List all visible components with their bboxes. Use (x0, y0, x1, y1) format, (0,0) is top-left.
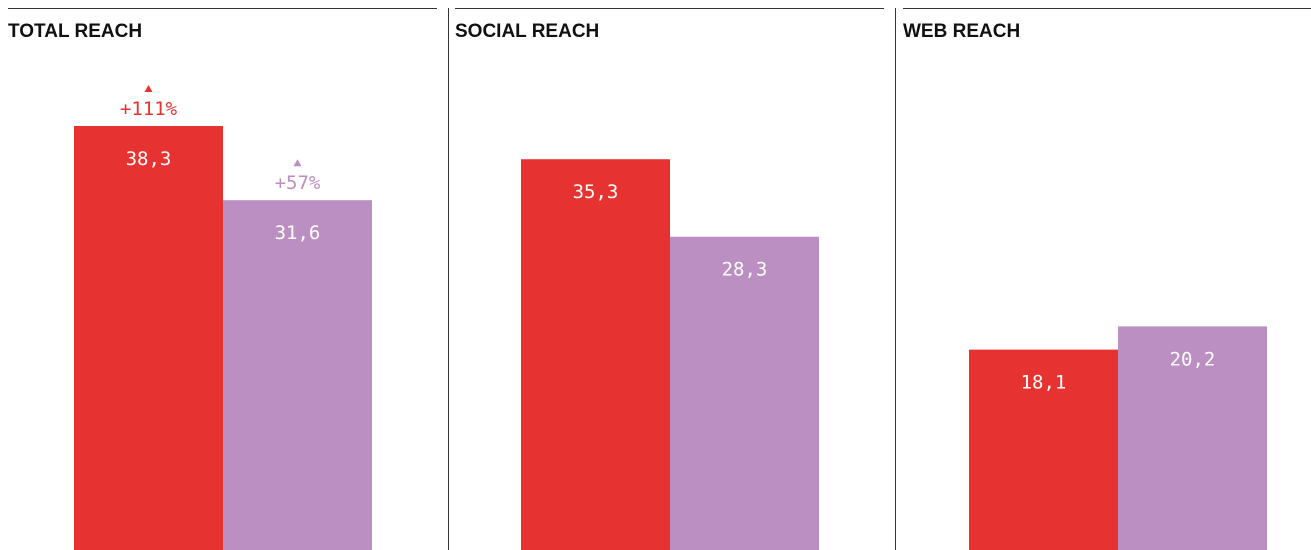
change-arrow (144, 85, 153, 93)
panel-title: TOTAL REACH (8, 21, 142, 42)
value-label: 18,1 (1021, 372, 1067, 394)
bar (521, 159, 670, 550)
bar (1118, 326, 1267, 550)
value-label: 31,6 (275, 222, 321, 244)
value-label: 35,3 (573, 181, 619, 203)
value-label: 38,3 (126, 148, 172, 170)
panel-title: SOCIAL REACH (455, 21, 599, 42)
bar (969, 349, 1118, 550)
bar (223, 200, 372, 550)
bar (670, 236, 819, 550)
change-label: +111% (120, 98, 178, 120)
change-arrow (293, 159, 302, 167)
value-label: 28,3 (722, 259, 768, 281)
bar (74, 126, 223, 550)
panel-title: WEB REACH (903, 21, 1020, 42)
change-label: +57% (275, 172, 321, 194)
value-label: 20,2 (1170, 348, 1216, 370)
